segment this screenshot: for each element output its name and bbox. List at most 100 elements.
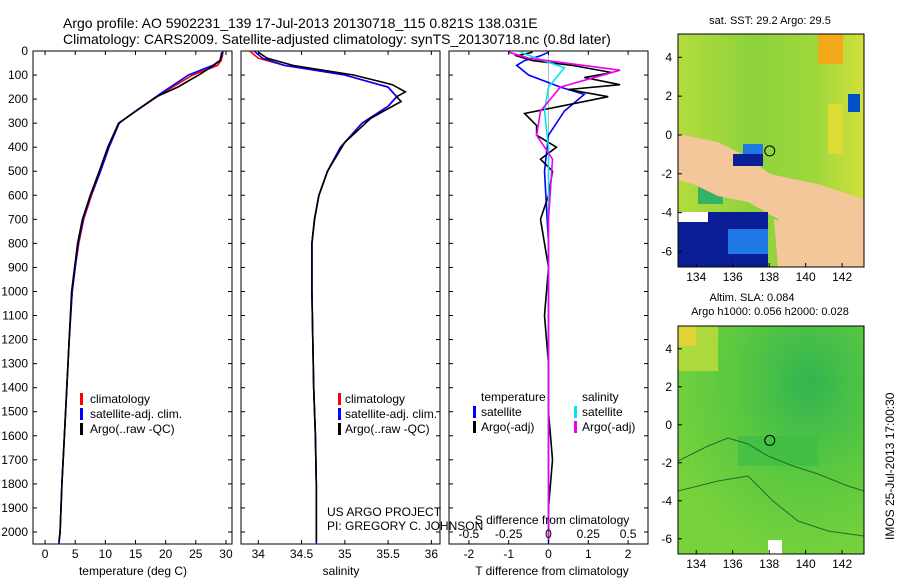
map-y-tick-label: 4 [665, 50, 672, 64]
map-x-tick-label: 134 [686, 270, 706, 284]
depth-tick-label: 300 [8, 116, 28, 130]
s-tick-label: 0 [545, 527, 552, 541]
map-y-tick-label: -2 [661, 456, 672, 470]
x-tick-label: -2 [464, 547, 475, 561]
float-position-marker [764, 434, 776, 446]
legend-swatch-t-satellite [473, 406, 476, 418]
sla-missing-patch [768, 540, 782, 554]
sst-cold-patch [848, 94, 860, 112]
legend-label-t-satellite: satellite [481, 405, 522, 419]
s-tick-label: 0.25 [577, 527, 601, 541]
depth-tick-label: 100 [8, 68, 28, 82]
s-tick-label: 0.5 [620, 527, 637, 541]
land-new-guinea-west [678, 134, 864, 267]
map-x-tick-label: 136 [723, 557, 743, 571]
credit-project: US ARGO PROJECT [327, 505, 442, 519]
legend-swatch-s-argo [574, 421, 577, 433]
s-difference-axis-label: S difference from climatology [475, 513, 630, 527]
sla-map-subtitle: Argo h1000: 0.056 h2000: 0.028 [691, 306, 849, 318]
x-tick-label: 30 [219, 547, 233, 561]
map-x-tick-label: 138 [759, 270, 779, 284]
x-tick-label: 36 [425, 547, 439, 561]
map-y-tick-label: -4 [661, 206, 672, 220]
s-tick-label: -0.25 [495, 527, 523, 541]
coastline-south [678, 475, 864, 537]
legend-swatch-climatology [80, 393, 83, 405]
legend-swatch-satellite [338, 408, 341, 420]
map-y-tick-label: 2 [665, 89, 672, 103]
depth-tick-label: 900 [8, 260, 28, 274]
sst-warm-patch [828, 104, 843, 154]
sst-cold-patch [733, 154, 763, 166]
x-tick-label: 15 [129, 547, 143, 561]
header-line-1: Argo profile: AO 5902231_139 17-Jul-2013… [63, 15, 538, 31]
map-x-tick-label: 140 [796, 557, 816, 571]
sst-map-frame [677, 33, 865, 268]
sst-map-axes: 134 136 138 140 142 4 2 0 -2 -4 -6 [661, 50, 852, 284]
sla-map-frame [677, 325, 865, 555]
x-tick-label: 0 [545, 547, 552, 561]
legend-label-s-satellite: satellite [582, 405, 623, 419]
series-line [257, 51, 408, 542]
series-line [58, 50, 224, 545]
x-tick-label: 35.5 [376, 547, 400, 561]
depth-tick-label: 1600 [1, 429, 28, 443]
x-tick-label: 1 [585, 547, 592, 561]
legend-label-climatology: climatology [90, 392, 150, 406]
depth-tick-label: 500 [8, 164, 28, 178]
series-line [249, 50, 398, 544]
map-y-tick-label: 2 [665, 380, 672, 394]
series-layer [58, 50, 621, 545]
x-tick-label: 35 [338, 547, 352, 561]
depth-tick-label: 2000 [1, 525, 28, 539]
series-line [515, 51, 586, 544]
sst-warm-patch [818, 34, 843, 64]
series-line [508, 51, 621, 542]
depth-tick-label: 1100 [2, 309, 28, 323]
x-tick-label: -1 [503, 547, 514, 561]
x-tick-label: 20 [159, 547, 173, 561]
legend-label-climatology: climatology [345, 392, 405, 406]
legend-heading-salinity: salinity [582, 390, 619, 404]
sst-cold-patch [678, 212, 708, 222]
legend-label-satellite: satellite-adj. clim. [345, 407, 437, 421]
depth-tick-label: 1800 [1, 477, 28, 491]
sla-low-patch [738, 436, 818, 466]
sst-cold-patch [728, 229, 768, 254]
map-x-tick-label: 140 [796, 270, 816, 284]
sla-high-patch [678, 326, 696, 346]
map-y-tick-label: -2 [661, 167, 672, 181]
temperature-panel-frame [32, 50, 233, 545]
series-line [253, 50, 398, 544]
float-position-marker [764, 145, 776, 157]
depth-tick-label: 1400 [1, 381, 28, 395]
map-y-tick-label: -6 [661, 532, 672, 546]
difference-legend: temperature salinity satellite Argo(-adj… [473, 390, 635, 434]
map-x-tick-label: 136 [723, 270, 743, 284]
depth-axis: 0 100 200 300 400 500 600 700 800 900 1000 1100 1200… [1, 44, 648, 539]
t-difference-axis-label: T difference from climatology [475, 564, 629, 578]
salinity-legend: climatology satellite-adj. clim. Argo(..… [338, 392, 437, 436]
sst-map-title: sat. SST: 29.2 Argo: 29.5 [709, 15, 831, 27]
legend-swatch-climatology [338, 393, 341, 405]
x-tick-label: 10 [99, 547, 113, 561]
depth-tick-label: 1300 [1, 357, 28, 371]
x-tick-label: 2 [625, 547, 632, 561]
legend-label-argo: Argo(..raw -QC) [345, 422, 430, 436]
coastline-new-guinea [678, 437, 864, 492]
legend-swatch-t-argo [473, 421, 476, 433]
credit-pi: PI: GREGORY C. JOHNSON [327, 519, 483, 533]
salinity-panel-frame [240, 50, 441, 545]
temperature-legend: climatology satellite-adj. clim. Argo(..… [80, 392, 182, 436]
imos-timestamp: IMOS 25-Jul-2013 17:00:30 [883, 392, 897, 540]
legend-label-satellite: satellite-adj. clim. [90, 407, 182, 421]
salinity-axis-label: salinity [323, 564, 360, 578]
sla-map-title: Altim. SLA: 0.084 [710, 292, 795, 304]
depth-tick-label: 600 [8, 188, 28, 202]
header-line-2: Climatology: CARS2009. Satellite-adjuste… [63, 31, 611, 47]
legend-label-s-argo: Argo(-adj) [582, 420, 635, 434]
x-tick-label: 34 [252, 547, 266, 561]
x-tick-label: 25 [189, 547, 203, 561]
map-y-tick-label: 0 [665, 128, 672, 142]
